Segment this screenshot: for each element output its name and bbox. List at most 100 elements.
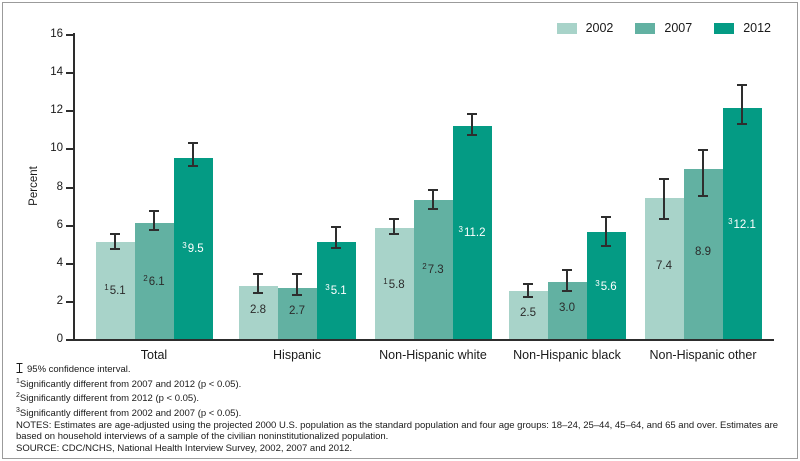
error-bar-cap-bottom [110, 248, 120, 251]
error-bar-icon [16, 363, 23, 377]
error-bar-line [566, 270, 568, 292]
significance-sup: 2 [422, 262, 427, 272]
legend-item-2002: 2002 [556, 21, 614, 35]
error-bar-line [393, 218, 395, 235]
legend-label-2007: 2007 [664, 21, 693, 35]
y-tick-label: 12 [50, 104, 63, 117]
bar-2002-0 [95, 241, 135, 339]
value-label: 26.1 [130, 273, 178, 288]
category-label-3: Non-Hispanic black [513, 348, 621, 362]
error-bar-cap-top [149, 210, 159, 213]
value-label: 7.4 [640, 260, 688, 272]
value-label: 2.7 [273, 305, 321, 317]
error-bar-line [605, 217, 607, 246]
value-label: 8.9 [679, 246, 727, 258]
significance-sup: 3 [182, 241, 187, 251]
value-label: 2.5 [504, 307, 552, 319]
value-text: 3.0 [559, 302, 575, 315]
value-text: 7.4 [656, 260, 672, 273]
y-tick-label: 14 [50, 66, 63, 79]
error-bar-cap-bottom [659, 217, 669, 220]
significance-sup: 3 [728, 216, 733, 226]
error-bar-line [527, 283, 529, 298]
ci-note-text: 95% confidence interval. [27, 364, 131, 375]
value-text: 5.1 [330, 285, 347, 298]
y-tick-label: 4 [56, 256, 63, 269]
error-bar-line [335, 226, 337, 248]
value-label: 15.8 [370, 276, 418, 291]
error-bar-cap-bottom [523, 296, 533, 299]
value-text: 7.3 [427, 264, 444, 277]
error-bar-cap-top [188, 141, 198, 144]
value-label: 35.6 [582, 278, 630, 293]
footnote-2-text: Significantly different from 2012 (p < 0… [19, 393, 200, 405]
value-label: 15.1 [91, 282, 139, 297]
error-bar-cap-top [253, 273, 263, 276]
legend-label-2012: 2012 [743, 21, 771, 35]
error-bar-cap-bottom [389, 233, 399, 236]
footnote-1-sup: 1 [16, 377, 20, 385]
y-tick [66, 186, 74, 189]
significance-sup: 3 [458, 225, 463, 235]
footnote-2-sup: 2 [16, 392, 20, 400]
significance-sup: 3 [595, 278, 600, 288]
value-text: 5.1 [109, 285, 126, 298]
value-text: 2.7 [289, 305, 305, 318]
error-bar-cap-top [659, 177, 669, 180]
error-bar-line [663, 178, 665, 219]
y-tick-label: 2 [56, 294, 63, 307]
error-bar-cap-top [737, 84, 747, 87]
value-text: 11.2 [463, 227, 486, 240]
y-tick [66, 34, 74, 36]
value-text: 5.6 [600, 280, 617, 293]
error-bar-line [192, 142, 194, 166]
notes-line: NOTES: Estimates are age-adjusted using … [16, 419, 779, 443]
error-bar-line [702, 150, 704, 197]
value-label: 312.1 [718, 216, 766, 231]
legend-label-2002: 2002 [585, 21, 614, 35]
error-bar-cap-top [428, 189, 438, 192]
error-bar-line [432, 190, 434, 210]
bar-2012-3 [586, 232, 626, 339]
error-bar-cap-top [698, 149, 708, 152]
footnote-3-text: Significantly different from 2002 and 20… [19, 408, 242, 420]
category-label-4: Non-Hispanic other [649, 348, 757, 362]
bar-2002-2 [374, 228, 414, 339]
value-text: 8.9 [695, 246, 711, 259]
significance-sup: 1 [104, 283, 109, 293]
error-bar-line [153, 211, 155, 231]
category-label-0: Total [140, 348, 168, 362]
y-tick-label: 0 [56, 333, 63, 345]
bar-2012-1 [316, 241, 356, 339]
y-tick-label: 6 [56, 218, 63, 231]
error-bar-cap-top [110, 233, 120, 236]
legend-swatch-2002 [556, 22, 577, 34]
error-bar-cap-bottom [562, 290, 572, 293]
footnote-2: 2Significantly different from 2012 (p < … [16, 390, 790, 405]
error-bar-cap-bottom [737, 122, 747, 125]
value-label: 27.3 [409, 261, 457, 276]
error-bar-cap-top [389, 217, 399, 220]
value-label: 3.0 [543, 302, 591, 314]
footnote-3: 3Significantly different from 2002 and 2… [16, 405, 790, 420]
value-text: 12.1 [733, 218, 756, 231]
error-bar-cap-top [523, 282, 533, 285]
value-text: 5.8 [388, 278, 405, 291]
y-tick [66, 148, 74, 151]
error-bar-cap-top [562, 269, 572, 272]
error-bar-cap-bottom [188, 164, 198, 167]
value-label: 35.1 [312, 282, 360, 297]
bar-2012-2 [452, 125, 492, 339]
error-bar-cap-top [601, 216, 611, 218]
significance-sup: 1 [383, 276, 388, 286]
y-tick [66, 72, 74, 75]
legend-swatch-2012 [714, 22, 735, 34]
bar-2007-4 [683, 169, 723, 339]
category-label-1: Hispanic [273, 348, 321, 362]
y-tick-label: 10 [50, 142, 63, 155]
legend-swatch-2007 [635, 22, 656, 34]
bar-2002-4 [644, 197, 684, 339]
value-text: 2.8 [250, 304, 266, 317]
bar-2012-4 [722, 108, 762, 339]
